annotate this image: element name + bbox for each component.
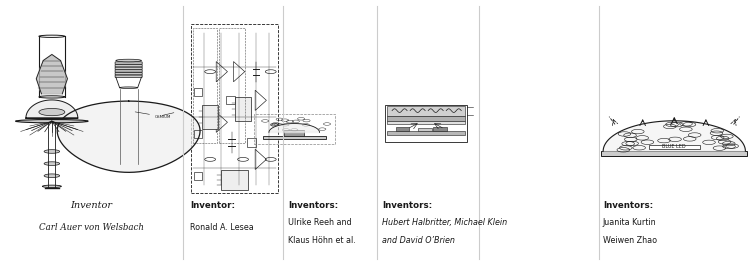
FancyBboxPatch shape xyxy=(418,128,432,131)
Polygon shape xyxy=(603,121,746,151)
Polygon shape xyxy=(57,101,200,172)
FancyBboxPatch shape xyxy=(115,62,143,64)
FancyBboxPatch shape xyxy=(235,97,251,121)
FancyBboxPatch shape xyxy=(601,151,747,156)
Text: Carl Auer von Welsbach: Carl Auer von Welsbach xyxy=(38,223,143,232)
Ellipse shape xyxy=(16,120,88,123)
FancyBboxPatch shape xyxy=(191,24,277,193)
Text: Inventor: Inventor xyxy=(70,201,112,210)
Polygon shape xyxy=(269,123,320,132)
Text: and David O’Brien: and David O’Brien xyxy=(382,236,455,245)
Text: Inventors:: Inventors: xyxy=(288,201,339,210)
Text: Hubert Halbritter, Michael Klein: Hubert Halbritter, Michael Klein xyxy=(382,218,507,227)
FancyBboxPatch shape xyxy=(387,116,465,121)
Ellipse shape xyxy=(39,108,65,116)
Text: Inventors:: Inventors: xyxy=(602,201,653,210)
Ellipse shape xyxy=(44,150,60,153)
Ellipse shape xyxy=(42,185,61,188)
FancyBboxPatch shape xyxy=(115,70,143,72)
Text: Inventors:: Inventors: xyxy=(382,201,432,210)
Ellipse shape xyxy=(120,87,138,89)
FancyBboxPatch shape xyxy=(396,127,409,131)
Text: Klaus Höhn et al.: Klaus Höhn et al. xyxy=(288,236,356,245)
FancyBboxPatch shape xyxy=(220,170,248,190)
Text: Inventor:: Inventor: xyxy=(190,201,235,210)
Text: Juanita Kurtin: Juanita Kurtin xyxy=(602,218,657,227)
Ellipse shape xyxy=(39,96,65,98)
FancyBboxPatch shape xyxy=(115,72,143,75)
Text: Ronald A. Lesea: Ronald A. Lesea xyxy=(190,223,254,232)
FancyBboxPatch shape xyxy=(115,67,143,69)
FancyBboxPatch shape xyxy=(387,121,465,123)
Ellipse shape xyxy=(44,162,60,165)
Text: BLUE LED: BLUE LED xyxy=(663,144,686,149)
Ellipse shape xyxy=(44,174,60,178)
Text: Ulrike Reeh and: Ulrike Reeh and xyxy=(288,218,352,227)
FancyBboxPatch shape xyxy=(387,131,465,135)
FancyBboxPatch shape xyxy=(262,136,326,139)
Polygon shape xyxy=(26,100,78,118)
FancyBboxPatch shape xyxy=(115,75,143,77)
Text: OSMIUM: OSMIUM xyxy=(135,112,171,119)
Ellipse shape xyxy=(116,59,142,62)
FancyBboxPatch shape xyxy=(202,105,218,129)
FancyBboxPatch shape xyxy=(115,64,143,67)
Polygon shape xyxy=(36,55,67,94)
Text: Weiwen Zhao: Weiwen Zhao xyxy=(602,236,657,245)
FancyBboxPatch shape xyxy=(385,105,467,142)
FancyBboxPatch shape xyxy=(387,106,465,116)
FancyBboxPatch shape xyxy=(434,127,447,131)
FancyBboxPatch shape xyxy=(648,145,700,149)
FancyBboxPatch shape xyxy=(284,130,304,136)
